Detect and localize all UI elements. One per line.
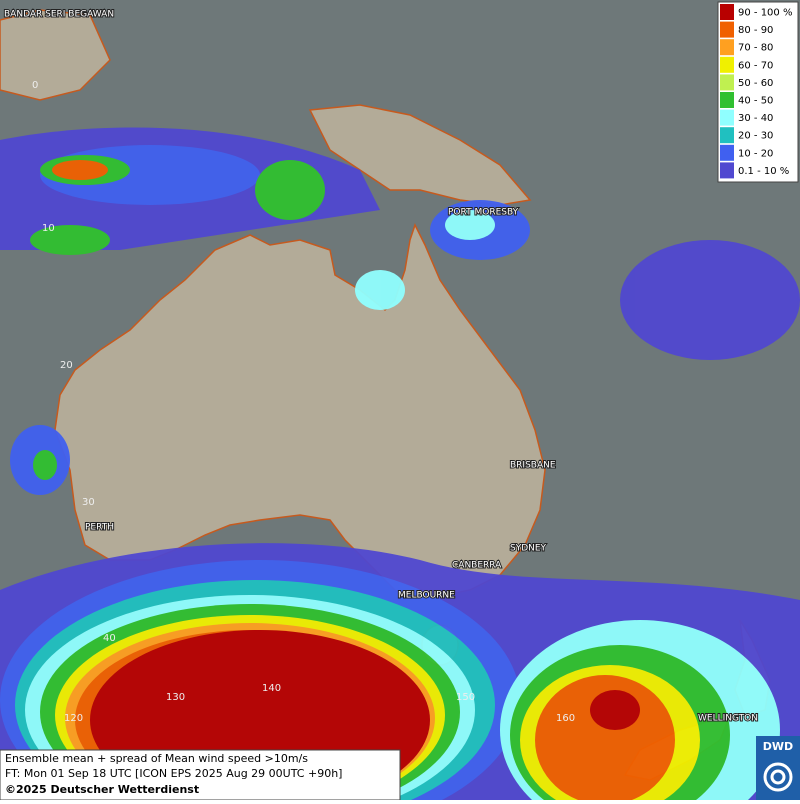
legend-label: 90 - 100 % <box>738 8 792 19</box>
logo-swirl <box>763 762 793 792</box>
legend-label: 70 - 80 <box>738 43 773 54</box>
grid-labels: 0 10 20 30 40 120 130 140 150 160 <box>32 80 575 724</box>
blob <box>52 160 108 180</box>
legend-label: 50 - 60 <box>738 78 773 89</box>
grid-label: 20 <box>60 360 73 371</box>
grid-label: 40 <box>103 633 116 644</box>
legend-swatch <box>720 109 734 126</box>
blob <box>620 240 800 360</box>
city-label: PORT MORESBY <box>448 208 519 218</box>
grid-label: 150 <box>456 692 475 703</box>
legend-label: 10 - 20 <box>738 148 773 159</box>
city-label: BRISBANE <box>510 461 556 471</box>
city-label: PERTH <box>85 523 114 533</box>
blob <box>355 270 405 310</box>
caption-line: ©2025 Deutscher Wetterdienst <box>5 783 199 796</box>
city-label: SYDNEY <box>510 544 547 554</box>
legend-label: 0.1 - 10 % <box>738 166 789 177</box>
legend-label: 20 - 30 <box>738 131 773 142</box>
legend-label: 60 - 70 <box>738 60 773 71</box>
city-label: WELLINGTON <box>698 714 758 724</box>
blob <box>255 160 325 220</box>
caption-box <box>0 749 401 801</box>
blob <box>535 675 675 800</box>
legend-swatch <box>720 144 734 161</box>
grid-label: 120 <box>64 713 83 724</box>
legend-swatch <box>720 4 734 20</box>
logo-swirl <box>770 769 786 785</box>
blob <box>33 450 57 480</box>
legend-swatch <box>720 56 734 73</box>
grid-label: 130 <box>166 692 185 703</box>
grid-label: 140 <box>262 683 281 694</box>
caption-line: FT: Mon 01 Sep 18 UTC [ICON EPS 2025 Aug… <box>5 767 342 780</box>
blob <box>30 225 110 255</box>
legend-swatch <box>720 39 734 56</box>
logo-text: DWD <box>763 740 793 753</box>
logo: DWD <box>756 736 800 800</box>
grid-label: 30 <box>82 497 95 508</box>
grid-label: 10 <box>42 223 55 234</box>
blob <box>590 690 640 730</box>
legend-label: 80 - 90 <box>738 25 773 36</box>
legend: 90 - 100 % 80 - 90 70 - 80 60 - 70 50 - 60 40… <box>717 1 799 183</box>
grid-label: 160 <box>556 713 575 724</box>
legend-swatch <box>720 127 734 144</box>
legend-swatch <box>720 92 734 108</box>
city-label: BANDAR SERI BEGAWAN <box>4 10 114 20</box>
city-label: MELBOURNE <box>398 591 455 601</box>
legend-label: 30 - 40 <box>738 113 773 124</box>
city-labels: BANDAR SERI BEGAWAN PORT MORESBY BRISBAN… <box>3 9 759 725</box>
legend-label: 40 - 50 <box>738 96 773 107</box>
caption-line: Ensemble mean + spread of Mean wind spee… <box>5 752 308 765</box>
grid-label: 0 <box>32 80 38 91</box>
legend-swatch <box>720 21 734 38</box>
caption: Ensemble mean + spread of Mean wind spee… <box>0 749 401 801</box>
legend-swatch <box>720 162 734 179</box>
city-label: CANBERRA <box>452 561 502 571</box>
blob <box>445 210 495 240</box>
legend-swatch <box>720 74 734 91</box>
borneo <box>0 9 111 101</box>
